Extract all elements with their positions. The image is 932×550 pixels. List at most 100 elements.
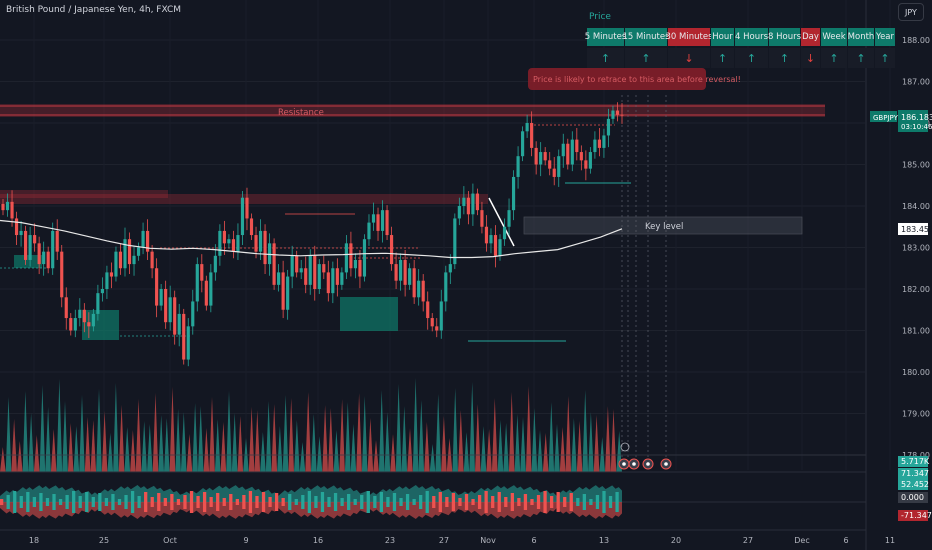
price-heading: Price	[589, 12, 611, 22]
candle-body	[331, 268, 335, 294]
candle-body	[606, 118, 611, 136]
candle-body	[489, 235, 493, 244]
volume-bar	[424, 422, 430, 472]
volume-bar	[356, 393, 362, 472]
oscillator-bar	[13, 491, 17, 513]
arrow-up-icon: ↑	[735, 48, 768, 68]
ma-price: 183.453	[901, 225, 932, 234]
oscillator-bar	[491, 496, 495, 508]
price-tick: 185.00	[902, 161, 930, 170]
volume-bar	[158, 415, 164, 472]
volume-bar	[503, 423, 509, 472]
oscillator-bar	[255, 496, 259, 508]
symbol-tag: GBPJPY	[873, 114, 899, 122]
oscillator-bar	[0, 499, 4, 505]
candle-body	[498, 239, 502, 256]
candle-body	[87, 322, 91, 327]
volume-bar	[186, 434, 193, 472]
oscillator-bar	[536, 495, 541, 509]
candle-body	[150, 251, 154, 269]
volume-bar	[390, 434, 396, 472]
candle-body	[543, 152, 547, 161]
oscillator-bar	[189, 491, 194, 513]
price-tick: 180.00	[902, 368, 930, 377]
oscillator-bar	[504, 497, 508, 507]
candle-body	[376, 214, 380, 231]
moving-average-line	[0, 219, 623, 259]
arrow-down-icon: ↓	[668, 48, 710, 68]
economic-event-dot	[622, 462, 626, 466]
volume-bar	[350, 424, 357, 472]
oscillator-bar	[405, 494, 410, 510]
oscillator-bar	[117, 499, 122, 505]
volume-bar	[203, 428, 210, 472]
candle-body	[349, 243, 353, 269]
candle-body	[295, 255, 299, 273]
volume-bar	[220, 422, 227, 472]
candle-body	[322, 264, 326, 273]
price-tick: 181.00	[902, 327, 930, 336]
oscillator-bar	[445, 497, 449, 507]
candle-body	[304, 268, 308, 285]
oscillator-bar	[104, 498, 109, 506]
arrow-up-icon: ↑	[625, 48, 667, 68]
candle-body	[593, 139, 597, 153]
oscillator-bar	[144, 492, 148, 512]
candle-body	[105, 272, 109, 289]
price-tick: 179.00	[902, 410, 930, 419]
oscillator-bar	[582, 494, 586, 510]
candle-body	[597, 139, 601, 148]
candle-body	[530, 123, 534, 148]
oscillator-bar	[320, 492, 325, 512]
lightning-icon[interactable]	[620, 442, 630, 452]
candle-body	[213, 255, 217, 273]
oscillator-bar	[248, 491, 253, 513]
volume-bar	[45, 407, 51, 472]
time-tick: 13	[599, 536, 609, 545]
timeframe-cell: 15 Minutes	[623, 28, 670, 46]
candle-body	[362, 239, 367, 277]
candle-body	[584, 160, 588, 169]
candle-body	[453, 218, 457, 265]
candle-body	[281, 272, 285, 310]
candle-body	[615, 110, 620, 115]
oscillator-bar	[268, 497, 272, 507]
volume-bar	[288, 398, 294, 472]
volume-bar	[339, 399, 345, 472]
candle-body	[290, 255, 294, 277]
candle-body	[308, 255, 312, 285]
event-icons[interactable]	[618, 442, 672, 470]
volume-bar	[73, 426, 80, 472]
economic-event-dot	[632, 462, 636, 466]
candle-body	[1, 203, 5, 211]
oscillator-bar	[124, 495, 128, 509]
volume-bar	[28, 413, 34, 472]
oscillator-bar	[78, 496, 82, 508]
arrow-up-icon: ↑	[821, 48, 847, 68]
arrow-down-icon: ↓	[801, 48, 820, 68]
price-axis: 188.00187.00186.00185.00184.00183.00182.…	[865, 0, 930, 550]
candle-body	[109, 272, 114, 277]
oscillator-bar	[530, 499, 534, 505]
candle-body	[69, 318, 73, 331]
resistance-label: Resistance	[278, 108, 324, 118]
candle-body	[60, 251, 64, 298]
timeframe-cell: Year	[875, 28, 895, 46]
candle-body	[439, 301, 443, 331]
candle-body	[335, 268, 339, 285]
currency-button[interactable]: JPY	[898, 3, 924, 21]
oscillator-bar	[202, 492, 207, 512]
candle-body	[33, 235, 37, 244]
ma-price-bg	[898, 223, 928, 235]
oscillator-bar	[91, 497, 95, 507]
candle-body	[182, 313, 186, 360]
candle-body	[286, 276, 290, 310]
oscillator-bar	[615, 492, 619, 512]
candle-body	[525, 123, 529, 132]
economic-event-dot	[664, 462, 668, 466]
oscillator-bar	[379, 492, 384, 512]
candle-body	[317, 264, 321, 289]
candle-body	[204, 280, 208, 306]
candle-body	[245, 197, 249, 219]
